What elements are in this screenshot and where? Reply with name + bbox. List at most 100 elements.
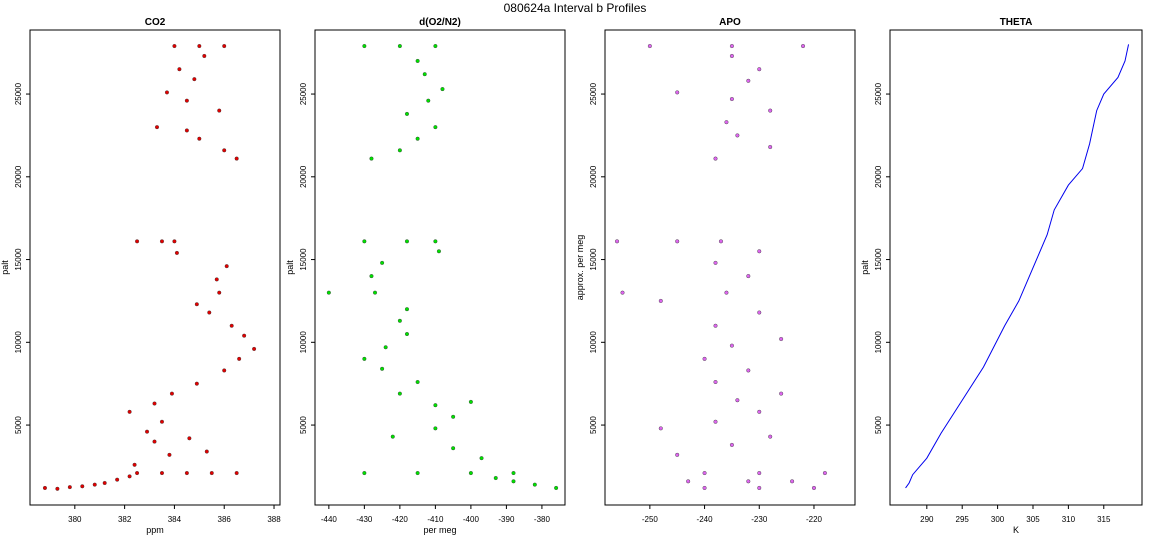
data-point: [152, 401, 157, 406]
panel-title: APO: [719, 17, 741, 28]
y-tick-label: 25000: [299, 82, 308, 105]
data-point: [174, 250, 179, 255]
data-point: [222, 44, 227, 49]
data-point: [229, 323, 234, 328]
data-point: [152, 439, 157, 444]
data-point: [222, 368, 227, 373]
data-point: [757, 67, 762, 72]
data-point: [735, 398, 740, 403]
data-point: [757, 310, 762, 315]
data-point: [184, 98, 189, 103]
data-point: [326, 290, 331, 295]
data-point: [724, 120, 729, 125]
data-point: [532, 482, 537, 487]
data-point: [735, 133, 740, 138]
data-point: [647, 44, 652, 49]
data-point: [217, 290, 222, 295]
x-axis-label: per meg: [423, 525, 456, 535]
data-point: [415, 471, 420, 476]
data-point: [209, 471, 214, 476]
data-point: [362, 44, 367, 49]
panel-title: THETA: [1000, 17, 1033, 28]
x-tick-label: -390: [498, 515, 515, 524]
x-tick-label: 295: [956, 515, 970, 524]
data-point: [702, 356, 707, 361]
plot-frame: [314, 29, 566, 506]
y-tick-label: 5000: [14, 416, 23, 434]
data-point: [159, 239, 164, 244]
data-point: [397, 318, 402, 323]
data-point: [380, 260, 385, 265]
data-point: [675, 452, 680, 457]
y-tick-label: 20000: [874, 165, 883, 188]
data-point: [768, 108, 773, 113]
data-point: [159, 419, 164, 424]
y-tick-label: 15000: [874, 248, 883, 271]
x-tick-label: -430: [356, 515, 373, 524]
data-point: [415, 58, 420, 63]
x-tick-label: 380: [68, 515, 82, 524]
data-point: [713, 323, 718, 328]
x-tick-label: -400: [463, 515, 480, 524]
figure-title: 080624a Interval b Profiles: [504, 1, 647, 15]
data-point: [511, 479, 516, 484]
data-point: [167, 452, 172, 457]
data-point: [746, 274, 751, 279]
y-tick-label: 15000: [589, 248, 598, 271]
data-point: [194, 302, 199, 307]
data-point: [172, 44, 177, 49]
x-tick-label: 388: [267, 515, 281, 524]
data-point: [790, 479, 795, 484]
data-point: [468, 399, 473, 404]
data-point: [397, 391, 402, 396]
data-point: [422, 72, 427, 77]
data-point: [675, 239, 680, 244]
x-tick-label: 305: [1026, 515, 1040, 524]
data-point: [135, 239, 140, 244]
data-point: [242, 333, 247, 338]
data-point: [369, 156, 374, 161]
y-tick-label: 20000: [14, 165, 23, 188]
data-point: [433, 44, 438, 49]
data-point: [757, 249, 762, 254]
data-point: [92, 482, 97, 487]
data-point: [127, 409, 132, 414]
y-axis-label: palt: [0, 260, 10, 275]
data-point: [451, 446, 456, 451]
x-tick-label: -440: [321, 515, 338, 524]
data-point: [154, 125, 159, 130]
data-point: [207, 310, 212, 315]
data-point: [362, 356, 367, 361]
profile-line: [905, 44, 1130, 489]
x-tick-label: -380: [534, 515, 551, 524]
x-tick-label: -410: [427, 515, 444, 524]
data-point: [362, 239, 367, 244]
data-point: [164, 90, 169, 95]
plot-frame: [604, 29, 856, 506]
data-point: [675, 90, 680, 95]
data-point: [757, 471, 762, 476]
data-point: [362, 471, 367, 476]
data-point: [169, 391, 174, 396]
data-point: [729, 442, 734, 447]
data-point: [433, 125, 438, 130]
data-point: [234, 471, 239, 476]
data-point: [729, 97, 734, 102]
data-point: [713, 419, 718, 424]
data-point: [373, 290, 378, 295]
data-point: [554, 485, 559, 490]
data-point: [426, 98, 431, 103]
data-point: [115, 477, 120, 482]
x-tick-label: -240: [697, 515, 714, 524]
x-axis-label: K: [1013, 525, 1019, 535]
y-axis-label: approx. per meg: [575, 235, 585, 301]
x-tick-label: -230: [751, 515, 768, 524]
y-tick-label: 10000: [299, 331, 308, 354]
data-point: [184, 128, 189, 133]
data-point: [67, 485, 72, 490]
data-point: [132, 462, 137, 467]
y-tick-label: 25000: [14, 82, 23, 105]
data-point: [177, 67, 182, 72]
data-point: [511, 471, 516, 476]
